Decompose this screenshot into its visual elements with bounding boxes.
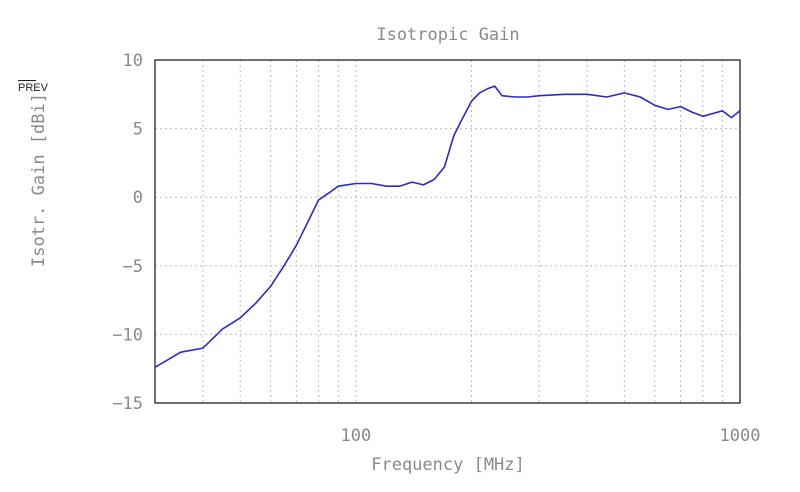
prev-label: PREV: [18, 82, 48, 94]
tick-labels: −15 −10 −5 0 5 10 100 1000: [112, 51, 760, 446]
y-tick-label: 0: [133, 188, 143, 208]
gain-series-line: [154, 85, 741, 368]
y-axis-label: Isotr. Gain [dBi]: [29, 93, 49, 267]
y-tick-label: −15: [112, 394, 143, 414]
series-layer: [154, 85, 741, 368]
y-tick-label: −10: [112, 325, 143, 345]
chart-title: Isotropic Gain: [376, 25, 519, 45]
prev-marker-line: [18, 80, 36, 81]
y-tick-label: 5: [133, 120, 143, 140]
plot-frame: [154, 59, 741, 404]
y-tick-label: −5: [123, 257, 143, 277]
grid: [155, 60, 740, 403]
x-tick-label: 1000: [720, 426, 761, 446]
x-axis-label: Frequency [MHz]: [371, 455, 525, 475]
x-tick-label: 100: [340, 426, 371, 446]
y-tick-label: 10: [123, 51, 143, 71]
